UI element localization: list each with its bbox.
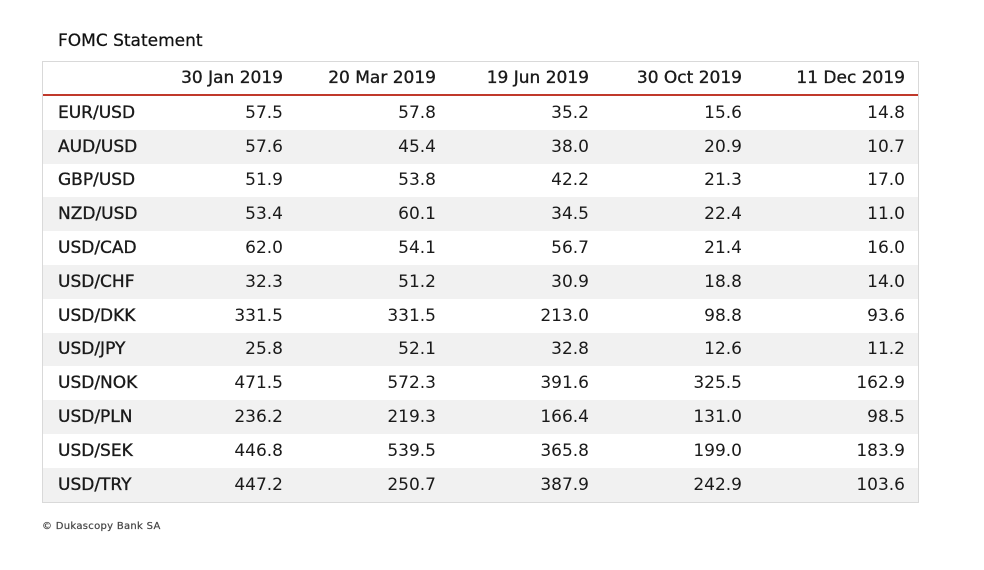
currency-pair-cell: USD/CHF xyxy=(43,264,162,299)
value-cell: 45.4 xyxy=(296,129,449,164)
value-cell: 331.5 xyxy=(296,298,449,333)
value-cell: 51.2 xyxy=(296,264,449,299)
value-cell: 18.8 xyxy=(602,264,755,299)
value-cell: 53.8 xyxy=(296,163,449,198)
table-row: NZD/USD 53.4 60.1 34.5 22.4 11.0 xyxy=(43,197,918,232)
value-cell: 11.2 xyxy=(755,332,918,367)
table-row: AUD/USD 57.6 45.4 38.0 20.9 10.7 xyxy=(43,129,918,164)
table-row: USD/CAD 62.0 54.1 56.7 21.4 16.0 xyxy=(43,231,918,265)
column-header: 20 Mar 2019 xyxy=(296,62,449,96)
value-cell: 14.8 xyxy=(755,95,918,130)
value-cell: 54.1 xyxy=(296,231,449,265)
table-row: USD/PLN 236.2 219.3 166.4 131.0 98.5 xyxy=(43,400,918,434)
value-cell: 14.0 xyxy=(755,264,918,299)
column-header: 11 Dec 2019 xyxy=(755,62,918,96)
value-cell: 387.9 xyxy=(449,467,602,502)
currency-pair-cell: USD/SEK xyxy=(43,433,162,468)
value-cell: 162.9 xyxy=(755,366,918,401)
currency-pair-cell: USD/PLN xyxy=(43,400,162,434)
value-cell: 35.2 xyxy=(449,95,602,130)
value-cell: 57.6 xyxy=(162,129,296,164)
column-header: 30 Jan 2019 xyxy=(162,62,296,96)
value-cell: 12.6 xyxy=(602,332,755,367)
value-cell: 391.6 xyxy=(449,366,602,401)
value-cell: 21.4 xyxy=(602,231,755,265)
value-cell: 331.5 xyxy=(162,298,296,333)
value-cell: 199.0 xyxy=(602,433,755,468)
value-cell: 219.3 xyxy=(296,400,449,434)
value-cell: 11.0 xyxy=(755,197,918,232)
value-cell: 16.0 xyxy=(755,231,918,265)
value-cell: 32.8 xyxy=(449,332,602,367)
data-table-container: 30 Jan 2019 20 Mar 2019 19 Jun 2019 30 Oct … xyxy=(42,61,919,503)
currency-pair-cell: USD/DKK xyxy=(43,298,162,333)
table-title: FOMC Statement xyxy=(58,31,203,51)
value-cell: 42.2 xyxy=(449,163,602,198)
currency-pair-cell: USD/NOK xyxy=(43,366,162,401)
table-row: USD/NOK 471.5 572.3 391.6 325.5 162.9 xyxy=(43,366,918,401)
value-cell: 15.6 xyxy=(602,95,755,130)
currency-pair-cell: AUD/USD xyxy=(43,129,162,164)
value-cell: 236.2 xyxy=(162,400,296,434)
table-row: USD/TRY 447.2 250.7 387.9 242.9 103.6 xyxy=(43,467,918,502)
value-cell: 539.5 xyxy=(296,433,449,468)
table-header: 30 Jan 2019 20 Mar 2019 19 Jun 2019 30 Oct … xyxy=(43,62,918,96)
value-cell: 131.0 xyxy=(602,400,755,434)
column-header: 30 Oct 2019 xyxy=(602,62,755,96)
value-cell: 98.8 xyxy=(602,298,755,333)
value-cell: 213.0 xyxy=(449,298,602,333)
value-cell: 250.7 xyxy=(296,467,449,502)
value-cell: 34.5 xyxy=(449,197,602,232)
value-cell: 17.0 xyxy=(755,163,918,198)
value-cell: 51.9 xyxy=(162,163,296,198)
value-cell: 21.3 xyxy=(602,163,755,198)
value-cell: 60.1 xyxy=(296,197,449,232)
table-row: USD/JPY 25.8 52.1 32.8 12.6 11.2 xyxy=(43,332,918,367)
copyright-footer: © Dukascopy Bank SA xyxy=(42,521,161,532)
value-cell: 22.4 xyxy=(602,197,755,232)
currency-pair-cell: EUR/USD xyxy=(43,95,162,130)
header-row: 30 Jan 2019 20 Mar 2019 19 Jun 2019 30 Oct … xyxy=(43,62,918,96)
value-cell: 56.7 xyxy=(449,231,602,265)
value-cell: 57.8 xyxy=(296,95,449,130)
fomc-table: 30 Jan 2019 20 Mar 2019 19 Jun 2019 30 Oct … xyxy=(43,62,918,502)
value-cell: 98.5 xyxy=(755,400,918,434)
column-header: 19 Jun 2019 xyxy=(449,62,602,96)
currency-pair-cell: USD/CAD xyxy=(43,231,162,265)
value-cell: 572.3 xyxy=(296,366,449,401)
table-row: GBP/USD 51.9 53.8 42.2 21.3 17.0 xyxy=(43,163,918,198)
table-row: USD/SEK 446.8 539.5 365.8 199.0 183.9 xyxy=(43,433,918,468)
value-cell: 38.0 xyxy=(449,129,602,164)
value-cell: 30.9 xyxy=(449,264,602,299)
header-corner-cell xyxy=(43,62,162,96)
value-cell: 25.8 xyxy=(162,332,296,367)
currency-pair-cell: NZD/USD xyxy=(43,197,162,232)
value-cell: 53.4 xyxy=(162,197,296,232)
value-cell: 242.9 xyxy=(602,467,755,502)
table-body: EUR/USD 57.5 57.8 35.2 15.6 14.8 AUD/USD 57.6 45… xyxy=(43,95,918,502)
value-cell: 62.0 xyxy=(162,231,296,265)
table-row: EUR/USD 57.5 57.8 35.2 15.6 14.8 xyxy=(43,95,918,130)
value-cell: 183.9 xyxy=(755,433,918,468)
table-row: USD/CHF 32.3 51.2 30.9 18.8 14.0 xyxy=(43,264,918,299)
value-cell: 471.5 xyxy=(162,366,296,401)
value-cell: 365.8 xyxy=(449,433,602,468)
value-cell: 20.9 xyxy=(602,129,755,164)
value-cell: 325.5 xyxy=(602,366,755,401)
value-cell: 103.6 xyxy=(755,467,918,502)
value-cell: 166.4 xyxy=(449,400,602,434)
value-cell: 52.1 xyxy=(296,332,449,367)
value-cell: 93.6 xyxy=(755,298,918,333)
value-cell: 10.7 xyxy=(755,129,918,164)
currency-pair-cell: GBP/USD xyxy=(43,163,162,198)
value-cell: 57.5 xyxy=(162,95,296,130)
currency-pair-cell: USD/JPY xyxy=(43,332,162,367)
value-cell: 447.2 xyxy=(162,467,296,502)
value-cell: 446.8 xyxy=(162,433,296,468)
value-cell: 32.3 xyxy=(162,264,296,299)
currency-pair-cell: USD/TRY xyxy=(43,467,162,502)
table-row: USD/DKK 331.5 331.5 213.0 98.8 93.6 xyxy=(43,298,918,333)
